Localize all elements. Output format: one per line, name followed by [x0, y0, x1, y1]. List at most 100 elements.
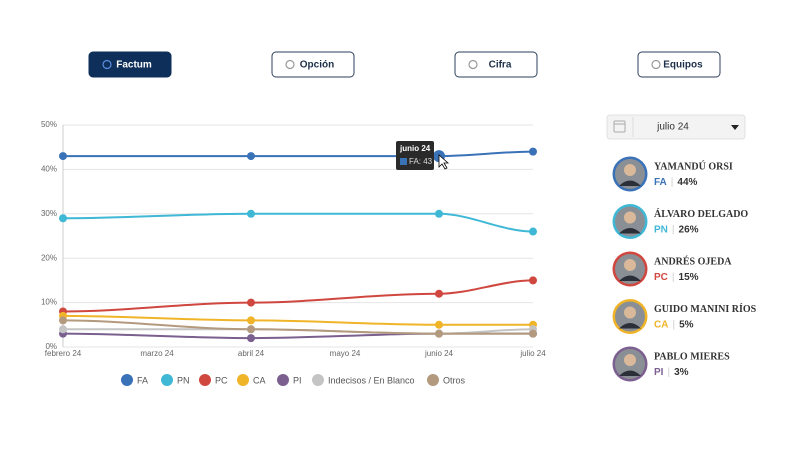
tab-button[interactable]: Factum	[88, 51, 172, 78]
y-tick-label: 50%	[41, 120, 57, 129]
legend-label: Otros	[443, 375, 466, 385]
legend-item[interactable]: Otros	[427, 374, 466, 386]
candidate-name: ÁLVARO DELGADO	[654, 208, 748, 220]
data-point[interactable]	[435, 329, 443, 338]
legend-swatch	[237, 374, 249, 386]
avatar-body	[619, 370, 641, 376]
legend-item[interactable]: PN	[161, 374, 190, 386]
avatar-head	[624, 354, 636, 366]
data-point[interactable]	[247, 298, 255, 307]
button-label: Opción	[300, 60, 334, 71]
cursor	[438, 154, 450, 170]
legend-item[interactable]: Indecisos / En Blanco	[312, 374, 415, 386]
y-tick-label: 40%	[41, 165, 57, 174]
data-point[interactable]	[529, 147, 537, 156]
series-line	[62, 314, 533, 326]
data-point[interactable]	[59, 325, 67, 334]
legend-label: FA	[137, 375, 148, 385]
legend-item[interactable]: PI	[277, 374, 302, 386]
candidate-info: PC | 15%	[654, 272, 699, 283]
candidate-name: GUIDO MANINI RÍOS	[654, 303, 757, 315]
candidate-row: ANDRÉS OJEDA PC | 15%	[612, 251, 732, 287]
data-point[interactable]	[247, 316, 255, 325]
button-bg	[271, 51, 355, 78]
candidate-share: 5%	[679, 319, 694, 330]
data-point[interactable]	[435, 209, 443, 218]
dropdown-bg	[606, 114, 746, 140]
candidate-party: PC	[654, 272, 668, 283]
tab-button[interactable]: Opción	[271, 51, 355, 78]
legend-item[interactable]: CA	[237, 374, 266, 386]
legend-swatch	[161, 374, 173, 386]
legend-swatch	[277, 374, 289, 386]
data-point[interactable]	[529, 329, 537, 338]
data-point[interactable]	[247, 152, 255, 161]
calendar-icon	[613, 120, 626, 133]
tab-button[interactable]: Equipos	[637, 51, 721, 78]
data-point[interactable]	[247, 325, 255, 334]
radio	[468, 59, 478, 70]
avatar-head	[624, 306, 636, 319]
dropdown-arrow	[731, 125, 739, 130]
candidate-party: CA	[654, 319, 668, 330]
avatar-head	[624, 259, 636, 271]
legend-swatch	[121, 374, 133, 386]
data-point[interactable]	[59, 214, 67, 223]
y-tick-label: 20%	[41, 253, 57, 262]
separator: |	[667, 367, 670, 378]
y-tick-label: 30%	[41, 209, 57, 218]
legend-item[interactable]: FA	[121, 374, 148, 386]
avatar-body	[619, 180, 641, 186]
button-bg	[454, 51, 538, 78]
candidate-row: PABLO MIERES PI | 3%	[612, 346, 730, 382]
series-line	[62, 150, 534, 158]
tab-button[interactable]: Cifra	[454, 51, 538, 78]
candidate-info: PN | 26%	[654, 224, 699, 235]
data-point[interactable]	[247, 209, 255, 218]
data-point[interactable]	[247, 334, 255, 343]
button-label: Factum	[116, 60, 152, 71]
x-tick-label: julio 24	[519, 349, 546, 358]
x-tick-label: junio 24	[424, 349, 454, 358]
data-point[interactable]	[59, 152, 67, 161]
candidate-party: PI	[654, 367, 664, 378]
legend-label: PI	[293, 375, 302, 385]
legend-label: PN	[177, 375, 190, 385]
separator: |	[672, 272, 675, 283]
x-tick-label: marzo 24	[140, 349, 174, 358]
candidate-name: ANDRÉS OJEDA	[654, 255, 732, 267]
separator: |	[672, 319, 675, 330]
data-point[interactable]	[529, 276, 537, 285]
tooltip-swatch	[400, 158, 407, 165]
candidate-info: PI | 3%	[654, 367, 689, 378]
date-dropdown[interactable]: julio 24	[606, 114, 746, 140]
button-label: Equipos	[663, 60, 703, 71]
button-bg	[88, 51, 172, 78]
data-point[interactable]	[59, 316, 67, 325]
candidate-party: PN	[654, 224, 668, 235]
candidate-name: YAMANDÚ ORSI	[654, 160, 733, 172]
dropdown-value: julio 24	[656, 122, 689, 133]
legend-label: Indecisos / En Blanco	[328, 375, 415, 385]
avatar-body	[619, 228, 641, 234]
button-bg	[637, 51, 721, 78]
candidate-name: PABLO MIERES	[654, 351, 730, 362]
candidate-party: FA	[654, 177, 667, 188]
y-tick-label: 0%	[45, 342, 57, 351]
candidate-row: GUIDO MANINI RÍOS CA | 5%	[612, 299, 757, 334]
legend-item[interactable]: PC	[199, 374, 228, 386]
y-tick-label: 10%	[41, 298, 57, 307]
data-point[interactable]	[435, 320, 443, 329]
data-point[interactable]	[435, 289, 443, 298]
series-line	[62, 212, 534, 233]
data-point[interactable]	[529, 227, 537, 236]
candidate-share: 3%	[674, 367, 689, 378]
avatar-head	[624, 164, 636, 176]
candidate-row: YAMANDÚ ORSI FA | 44%	[612, 156, 733, 192]
radio	[651, 59, 661, 70]
avatar-head	[624, 211, 636, 224]
separator: |	[672, 224, 675, 235]
tooltip-text: FA: 43	[409, 157, 433, 166]
avatar-body	[619, 275, 641, 281]
candidate-share: 26%	[679, 224, 699, 235]
